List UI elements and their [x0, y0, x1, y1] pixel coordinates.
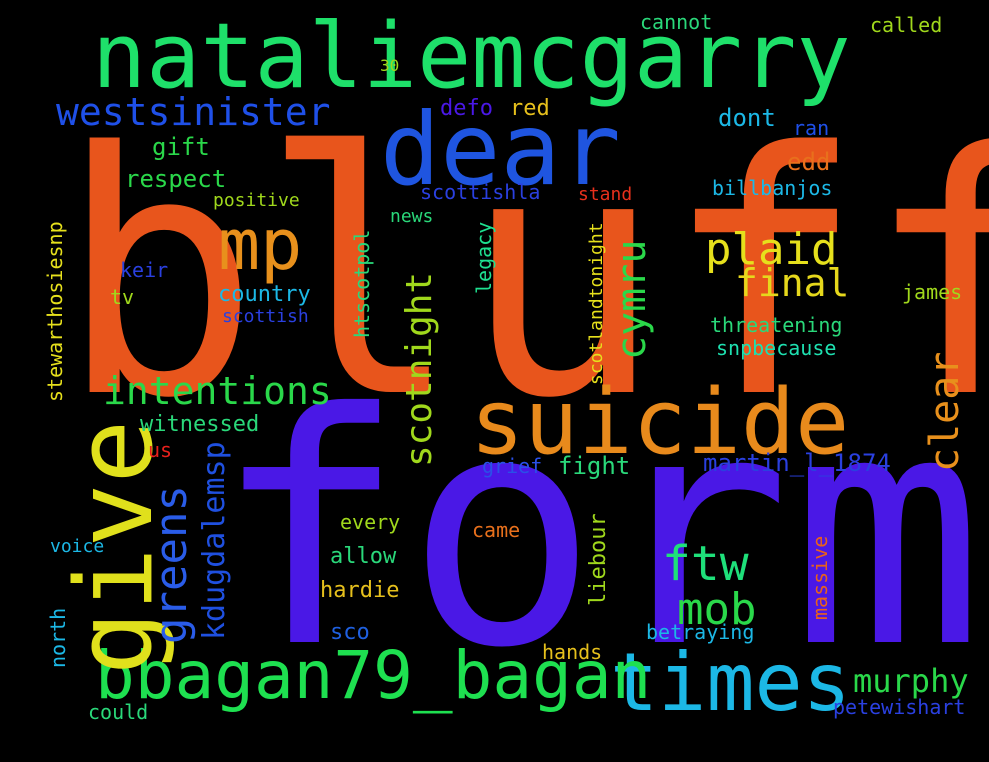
word-nataliemcgarry: nataliemcgarry	[92, 4, 851, 109]
word-betraying: betraying	[646, 620, 755, 644]
word-suicide: suicide	[470, 370, 850, 475]
word-ftw: ftw	[662, 536, 749, 592]
word-billbanjos: billbanjos	[712, 176, 833, 200]
word-us: us	[148, 438, 173, 462]
word-grief: grief	[482, 454, 543, 478]
word-sco: sco	[330, 620, 370, 645]
word-hands: hands	[542, 640, 603, 664]
word-north: north	[46, 607, 70, 668]
word-murphy: murphy	[853, 662, 969, 700]
word-scotlandtonight: scotlandtonight	[586, 222, 607, 385]
word-ran: ran	[793, 116, 830, 140]
word-could: could	[88, 700, 149, 724]
word-allow: allow	[330, 544, 397, 569]
word-every: every	[340, 510, 401, 534]
word-defo: defo	[440, 96, 493, 121]
word-form: form	[213, 346, 984, 718]
word-massive: massive	[808, 535, 832, 620]
word-scotnight: scotnight	[399, 271, 440, 467]
word-positive: positive	[213, 190, 300, 211]
word-mp: mp	[218, 204, 303, 286]
word-martin-l-1874: martin_l_1874	[703, 449, 891, 477]
word-mob: mob	[677, 584, 757, 635]
word-hardie: hardie	[320, 578, 400, 603]
word-tv: tv	[110, 285, 135, 309]
word-htscotpol: htscotpol	[350, 229, 374, 338]
word-scottishla: scottishla	[420, 180, 541, 204]
word-stand: stand	[578, 184, 633, 205]
word-cannot: cannot	[640, 10, 713, 34]
word-dont: dont	[718, 104, 776, 132]
word-intentions: intentions	[103, 369, 332, 413]
word-dear: dear	[380, 91, 621, 208]
word-called: called	[870, 13, 943, 37]
word-gift: gift	[152, 133, 210, 161]
word-clear: clear	[922, 351, 968, 472]
word-final: final	[735, 261, 850, 305]
word-scottish: scottish	[222, 306, 309, 327]
word-greens: greens	[146, 485, 197, 644]
word-plaid: plaid	[705, 224, 838, 275]
word-witnessed: witnessed	[140, 412, 260, 437]
word-country: country	[218, 282, 311, 307]
word-stewarthosiesnp: stewarthosiesnp	[43, 221, 67, 402]
word-keir: keir	[120, 258, 169, 282]
word-respect: respect	[125, 165, 227, 193]
word-james: james	[902, 280, 963, 304]
word-voice: voice	[50, 536, 105, 557]
word-petewishart: petewishart	[833, 695, 966, 719]
word-legacy: legacy	[472, 221, 496, 294]
word-snpbecause: snpbecause	[716, 336, 837, 360]
word-news: news	[390, 206, 434, 227]
word-bbagan79-bagan: bbagan79_bagan	[95, 637, 652, 714]
word-threatening: threatening	[710, 313, 843, 337]
word-fight: fight	[558, 452, 631, 480]
word-kdugdalemsp: kdugdalemsp	[197, 441, 232, 640]
word-liebour: liebour	[586, 513, 611, 606]
word-came: came	[472, 518, 521, 542]
word-cymru: cymru	[609, 239, 655, 360]
word-times: times	[610, 636, 851, 729]
word-westsinister: westsinister	[56, 90, 331, 134]
word-bluff: bluff	[58, 82, 989, 472]
word-red: red	[510, 96, 550, 121]
word-edd: edd	[787, 148, 831, 176]
word-30: 30	[380, 56, 400, 75]
